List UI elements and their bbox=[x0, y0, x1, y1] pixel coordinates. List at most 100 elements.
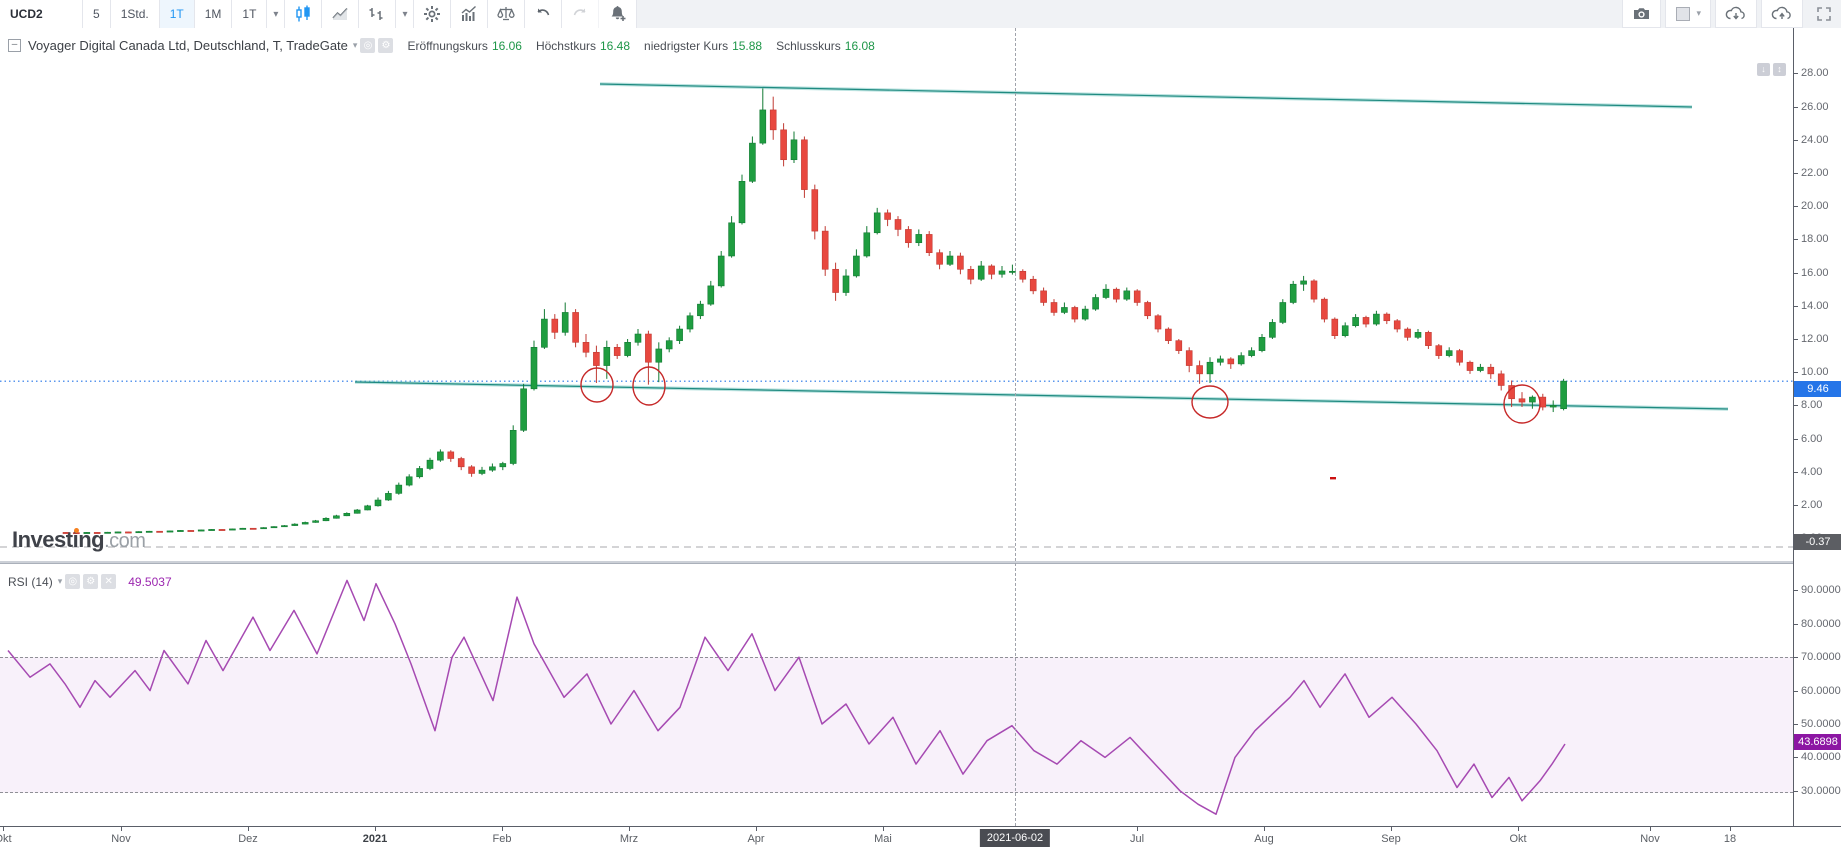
price-axis[interactable]: 28.00 26.00 24.00 22.00 20.00 18.00 16.00 14.00… bbox=[1793, 28, 1841, 852]
time-axis-label: Dez bbox=[238, 833, 258, 845]
collapse-pane-icon[interactable]: – bbox=[8, 39, 21, 52]
rsi-axis-label: 50.0000 bbox=[1801, 718, 1841, 730]
interval-dropdown-caret[interactable]: ▾ bbox=[267, 0, 286, 28]
price-axis-label: 12.00 bbox=[1801, 333, 1829, 345]
interval-button-1std.-1[interactable]: 1Std. bbox=[110, 0, 160, 28]
alert-bell-icon[interactable] bbox=[599, 0, 638, 28]
price-axis-label: 24.00 bbox=[1801, 133, 1829, 146]
instrument-title: Voyager Digital Canada Ltd, Deutschland,… bbox=[28, 38, 348, 53]
rsi-axis-tick bbox=[1794, 790, 1798, 792]
hilo-chart-icon[interactable] bbox=[359, 0, 397, 28]
price-axis-tick bbox=[1794, 173, 1798, 174]
toolbar-spacer bbox=[637, 0, 1619, 28]
time-axis-label: Mrz bbox=[619, 833, 639, 845]
price-axis-label: 4.00 bbox=[1801, 465, 1823, 478]
ohlc-readout: Eröffnungskurs 16.06 Höchstkurs 16.48 niedri… bbox=[407, 39, 884, 53]
candlestick-chart-icon[interactable] bbox=[285, 0, 323, 28]
time-axis-tick bbox=[629, 827, 630, 831]
time-axis-label: Apr bbox=[747, 833, 765, 845]
indicators-icon[interactable] bbox=[451, 0, 489, 28]
rsi-axis-tick bbox=[1794, 757, 1798, 759]
price-axis-tick bbox=[1794, 139, 1798, 141]
cloud-download-icon[interactable] bbox=[1715, 0, 1757, 28]
toolbar-right-group: ▾ bbox=[1618, 0, 1841, 28]
layout-caret-icon: ▾ bbox=[1696, 8, 1701, 18]
interval-button-5-0[interactable]: 5 bbox=[83, 0, 111, 28]
interval-button-1t-4[interactable]: 1T bbox=[232, 0, 268, 28]
time-axis-label: Aug bbox=[1254, 833, 1274, 845]
time-axis-tick bbox=[248, 827, 249, 831]
ohlc-value: 16.48 bbox=[600, 38, 631, 53]
rsi-axis-tick bbox=[1794, 623, 1798, 625]
cloud-upload-icon[interactable] bbox=[1761, 0, 1803, 28]
time-axis-label: Jul bbox=[1129, 833, 1145, 845]
rsi-close-icon[interactable]: ✕ bbox=[101, 574, 117, 589]
time-axis-tick bbox=[3, 827, 4, 831]
time-axis-tick bbox=[1264, 827, 1265, 831]
rsi-pane[interactable] bbox=[0, 564, 1793, 826]
fullscreen-icon[interactable] bbox=[1807, 0, 1841, 28]
price-axis-tick bbox=[1794, 272, 1798, 274]
pane-separator[interactable] bbox=[0, 561, 1793, 564]
rsi-value: 49.5037 bbox=[128, 574, 172, 589]
scroll-down-icon[interactable]: ↓ bbox=[1757, 63, 1770, 76]
time-axis-label: 18 bbox=[1723, 833, 1737, 845]
investing-watermark: Investing.com bbox=[12, 527, 146, 552]
price-axis-label: 26.00 bbox=[1801, 100, 1829, 113]
ohlc-value: 16.08 bbox=[844, 38, 875, 53]
rsi-axis-label: 40.0000 bbox=[1801, 751, 1841, 764]
ohlc-value: 16.06 bbox=[491, 38, 522, 53]
history-group bbox=[525, 0, 600, 28]
price-axis-tick bbox=[1794, 339, 1798, 340]
camera-icon[interactable] bbox=[1622, 0, 1662, 28]
last-price-tag: 9.46 bbox=[1794, 381, 1841, 397]
auto-scale-icon[interactable]: ↕ bbox=[1773, 63, 1786, 76]
gear-icon[interactable] bbox=[414, 0, 452, 28]
rsi-settings-icon[interactable]: ⚙ bbox=[83, 574, 99, 589]
interval-button-1m-3[interactable]: 1M bbox=[194, 0, 233, 28]
undo-icon[interactable] bbox=[525, 0, 563, 28]
price-axis-label: 20.00 bbox=[1801, 200, 1829, 213]
time-axis-tick bbox=[502, 827, 503, 831]
time-axis-label: 2021 bbox=[362, 833, 388, 845]
ohlc-label: Höchstkurs bbox=[535, 38, 596, 53]
rsi-name: RSI (14) bbox=[8, 574, 53, 589]
layout-icon[interactable]: ▾ bbox=[1665, 0, 1711, 28]
compare-scales-icon[interactable] bbox=[488, 0, 526, 28]
time-axis-tick bbox=[1518, 827, 1519, 831]
time-axis-tick bbox=[883, 827, 884, 831]
price-chart-pane[interactable] bbox=[0, 28, 1793, 561]
rsi-axis-label: 80.0000 bbox=[1801, 617, 1841, 630]
price-axis-label: 16.00 bbox=[1801, 266, 1829, 279]
crosshair-date-tag: 2021-06-02 bbox=[979, 829, 1051, 847]
tools-group bbox=[414, 0, 526, 28]
time-axis-label: Mai bbox=[874, 833, 892, 845]
ohlc-label: Eröffnungskurs bbox=[407, 38, 488, 53]
series-settings-icon[interactable]: ⚙ bbox=[378, 38, 394, 53]
rsi-axis-tick bbox=[1794, 724, 1798, 725]
instrument-legend: – Voyager Digital Canada Ltd, Deutschlan… bbox=[8, 38, 885, 53]
rsi-visibility-icon[interactable]: ◎ bbox=[65, 574, 81, 589]
price-axis-label: 18.00 bbox=[1801, 233, 1829, 246]
visibility-icon[interactable]: ◎ bbox=[360, 38, 376, 53]
symbol-button[interactable]: UCD2 bbox=[0, 0, 83, 28]
redo-icon[interactable] bbox=[562, 0, 600, 28]
price-axis-tick bbox=[1794, 372, 1798, 374]
time-axis[interactable]: 2021-06-02 Okt Nov Dez 2021 Feb Mrz Apr Mai Jul A… bbox=[0, 826, 1841, 852]
time-axis-label: Feb bbox=[492, 833, 512, 845]
interval-button-1t-2[interactable]: 1T bbox=[159, 0, 195, 28]
rsi-axis-tick bbox=[1794, 590, 1798, 592]
time-axis-label: Sep bbox=[1381, 833, 1401, 845]
price-axis-label: 6.00 bbox=[1801, 432, 1823, 445]
line-chart-icon[interactable] bbox=[322, 0, 360, 28]
price-axis-label: 14.00 bbox=[1801, 299, 1829, 312]
time-axis-tick bbox=[1650, 827, 1651, 831]
candlestick-chart bbox=[0, 82, 1793, 548]
chart-type-caret[interactable]: ▾ bbox=[396, 0, 415, 28]
price-axis-tick bbox=[1794, 305, 1798, 307]
rsi-axis-tick bbox=[1794, 690, 1798, 692]
instrument-caret-icon[interactable]: ▾ bbox=[352, 40, 358, 50]
time-axis-label: Nov bbox=[1640, 833, 1660, 845]
rsi-caret-icon[interactable]: ▾ bbox=[57, 576, 63, 586]
